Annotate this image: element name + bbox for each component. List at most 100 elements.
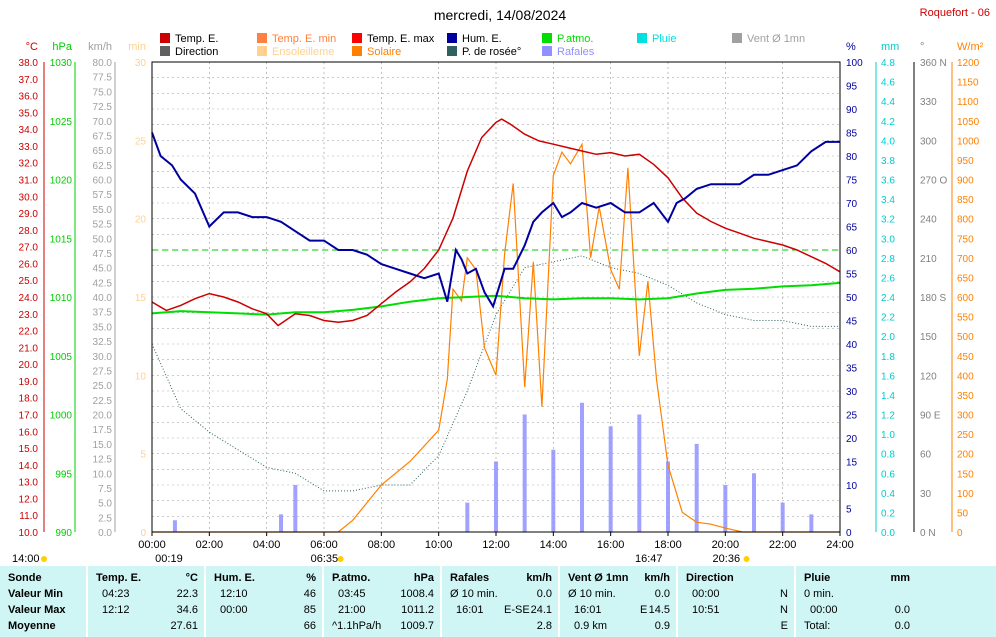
solar-axis-tick: 600 bbox=[957, 293, 974, 304]
wind-axis-tick: 20.0 bbox=[93, 411, 113, 422]
direction-axis-tick: 300 bbox=[920, 136, 937, 147]
row-label-min: Valeur Min bbox=[8, 588, 64, 600]
wind-axis-tick: 42.5 bbox=[93, 278, 113, 289]
solar-axis-tick: 800 bbox=[957, 215, 974, 226]
gust-bar bbox=[580, 402, 584, 532]
legend-label: Temp. E. max bbox=[367, 33, 435, 45]
pressure-axis-tick: 995 bbox=[55, 469, 72, 480]
temp-max-time: 12:12 bbox=[102, 604, 130, 616]
raf-max-dir: E-SE bbox=[504, 604, 530, 616]
temp-axis-tick: 29.0 bbox=[19, 209, 39, 220]
solar-axis-tick: 450 bbox=[957, 352, 974, 363]
legend-swatch bbox=[352, 46, 362, 56]
temp-min-val: 22.3 bbox=[176, 588, 198, 600]
vent-min-a: Ø 10 min. bbox=[568, 588, 616, 600]
solar-axis-tick: 0 bbox=[957, 528, 963, 539]
hum-max-time: 00:00 bbox=[220, 604, 248, 616]
header-patmo: P.atmo. bbox=[332, 572, 371, 584]
humidity-axis-tick: 0 bbox=[846, 528, 852, 539]
humidity-line bbox=[151, 132, 840, 309]
temp-axis-tick: 12.0 bbox=[19, 494, 39, 505]
header-rafales: Rafales bbox=[450, 572, 490, 584]
gust-bar bbox=[809, 514, 814, 532]
gust-bar bbox=[522, 414, 527, 532]
humidity-axis-tick: 45 bbox=[846, 317, 858, 328]
rain-axis-tick: 1.8 bbox=[881, 352, 895, 363]
temp-axis-tick: 36.0 bbox=[19, 92, 39, 103]
direction-axis-tick: 150 bbox=[920, 332, 937, 343]
temp-axis-tick: 11.0 bbox=[19, 511, 38, 522]
wind-axis-tick: 10.0 bbox=[93, 469, 113, 480]
solar-axis-tick: 150 bbox=[957, 469, 974, 480]
temp-axis-tick: 14.0 bbox=[19, 461, 39, 472]
hum-min-time: 12:10 bbox=[220, 588, 248, 600]
legend-swatch bbox=[257, 33, 267, 43]
vent-distance: 0.9 km bbox=[574, 620, 608, 632]
gust-bar bbox=[465, 502, 470, 532]
raf-min-val: 0.0 bbox=[536, 588, 552, 600]
header-rafales-unit: km/h bbox=[526, 572, 552, 584]
rain-axis-tick: 0.4 bbox=[881, 489, 895, 500]
wind-axis-tick: 60.0 bbox=[93, 176, 113, 187]
legend-label: Temp. E. min bbox=[272, 33, 336, 45]
time-tick: 20:00 bbox=[712, 539, 740, 551]
axes: 10.0 11.0 12.0 13.0 14.0 15.0 16.0 17.0 18.0 19.0… bbox=[19, 41, 984, 551]
pluie-total-val: 0.0 bbox=[894, 620, 910, 632]
rain-axis-tick: 1.2 bbox=[881, 411, 895, 422]
wind-axis-tick: 32.5 bbox=[93, 337, 113, 348]
temp-axis-tick: 21.0 bbox=[19, 343, 39, 354]
temp-axis-tick: 19.0 bbox=[19, 377, 39, 388]
temp-axis-tick: 13.0 bbox=[19, 478, 39, 489]
humidity-axis-tick: 15 bbox=[846, 458, 858, 469]
rain-axis-tick: 2.8 bbox=[881, 254, 895, 265]
solar-axis-tick: 1000 bbox=[957, 136, 980, 147]
wind-axis-tick: 57.5 bbox=[93, 190, 113, 201]
direction-axis-tick: 180 S bbox=[920, 293, 946, 304]
solar-axis-tick: 1050 bbox=[957, 117, 980, 128]
patmo-min-val: 1008.4 bbox=[400, 588, 434, 600]
gust-bar bbox=[780, 502, 785, 532]
raf-avg-val: 2.8 bbox=[536, 620, 552, 632]
temp-axis-tick: 27.0 bbox=[19, 243, 39, 254]
time-tick: 04:00 bbox=[253, 539, 281, 551]
legend-swatch bbox=[257, 46, 267, 56]
solar-axis-tick: 250 bbox=[957, 430, 974, 441]
pressure-axis-tick: 1020 bbox=[50, 176, 73, 187]
solar-axis-unit: W/m² bbox=[957, 41, 984, 53]
gust-bar bbox=[551, 449, 556, 532]
header-pluie: Pluie bbox=[804, 572, 831, 584]
humidity-axis-tick: 75 bbox=[846, 176, 858, 187]
gust-bar bbox=[172, 520, 177, 532]
stats-header-sonde: Sonde bbox=[8, 572, 42, 584]
dir-min-time: 00:00 bbox=[692, 588, 720, 600]
legend-label: Pluie bbox=[652, 33, 676, 45]
event-sunrise: 06:35 bbox=[311, 553, 339, 565]
legend-swatch bbox=[160, 33, 170, 43]
humidity-axis-tick: 95 bbox=[846, 82, 858, 93]
event-moonset: 00:19 bbox=[155, 553, 183, 565]
solar-axis-tick: 950 bbox=[957, 156, 974, 167]
wind-axis-tick: 50.0 bbox=[93, 234, 113, 245]
rain-axis-tick: 0.8 bbox=[881, 450, 895, 461]
weather-chart: mercredi, 14/08/2024 Roquefort - 06 Temp… bbox=[12, 7, 990, 565]
temp-max-val: 34.6 bbox=[176, 604, 198, 616]
wind-axis-tick: 2.5 bbox=[98, 513, 112, 524]
stats-col-patmo: P.atmo. hPa 03:45 1008.4 21:00 1011.2 ^1.1h… bbox=[322, 566, 440, 637]
time-tick: 18:00 bbox=[654, 539, 682, 551]
stats-col-pluie: Pluie mm 0 min. 00:00 0.0 Total: 0.0 bbox=[794, 566, 916, 637]
pressure-axis-unit: hPa bbox=[52, 41, 72, 53]
stats-col-sonde: Sonde Valeur Min Valeur Max Moyenne bbox=[0, 566, 86, 637]
sunset-icon bbox=[743, 556, 750, 562]
legend-label: Temp. E. bbox=[175, 33, 218, 45]
gust-bar bbox=[608, 426, 613, 532]
solar-axis-tick: 550 bbox=[957, 313, 974, 324]
sun-axis-tick: 10 bbox=[135, 371, 147, 382]
header-hum-unit: % bbox=[306, 572, 316, 584]
legend-swatch bbox=[637, 33, 647, 43]
rain-axis-tick: 3.6 bbox=[881, 176, 895, 187]
pressure-axis-tick: 1030 bbox=[50, 58, 73, 69]
temp-axis-tick: 23.0 bbox=[19, 310, 39, 321]
rain-axis-tick: 2.6 bbox=[881, 273, 895, 284]
rain-axis-unit: mm bbox=[881, 41, 899, 53]
hum-max-val: 85 bbox=[303, 604, 316, 616]
